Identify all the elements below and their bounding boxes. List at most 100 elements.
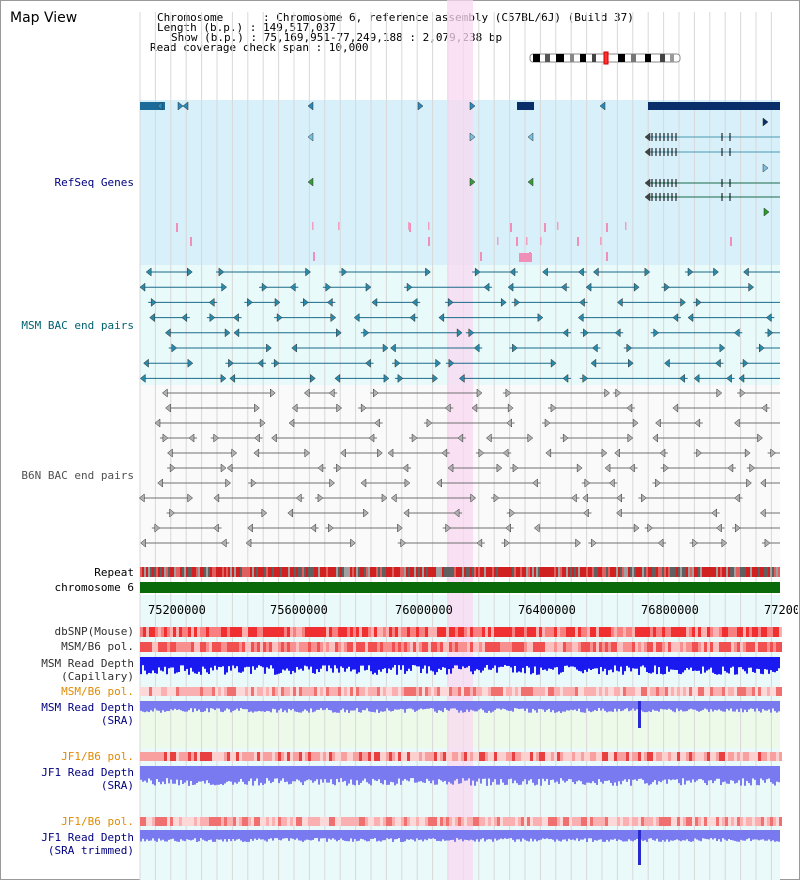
chromosome-ideogram[interactable] xyxy=(530,53,680,63)
msm-b6-pol-cell xyxy=(215,642,218,652)
b6n-bac-pair-end xyxy=(381,493,388,503)
repeat-segment xyxy=(520,567,522,577)
refseq-pink-mark xyxy=(606,252,608,261)
jf1-b6-pol2-cell xyxy=(452,817,455,826)
msm-depth-capillary-bar xyxy=(776,657,778,671)
jf1-depth-sra-bar xyxy=(462,766,464,779)
jf1-depth-trimmed-bar xyxy=(334,830,336,840)
jf1-b6-pol2-cell xyxy=(299,817,302,826)
jf1-b6-pol-cell xyxy=(257,752,260,761)
repeat-segment xyxy=(484,567,486,577)
msm-depth-sra-bar xyxy=(696,701,698,711)
ideogram-position-marker xyxy=(603,51,609,65)
msm-depth-sra-bar xyxy=(668,701,670,709)
jf1-depth-trimmed-bar xyxy=(166,830,168,842)
msm-bac-pair-end xyxy=(562,373,569,383)
msm-b6-pol-cell xyxy=(296,642,299,652)
jf1-b6-pol2-cell xyxy=(197,817,200,826)
msm-bac-pair-end xyxy=(371,297,378,307)
repeat-segment xyxy=(290,567,292,577)
msm-read-depth-capillary-label: MSM Read Depth (Capillary) xyxy=(41,657,134,683)
jf1-depth-trimmed-bar xyxy=(708,830,710,840)
jf1-depth-sra-bar xyxy=(280,766,282,781)
jf1-depth-sra-bar xyxy=(552,766,554,780)
msm-b6-pol-cell xyxy=(605,642,608,652)
msm-depth-sra-bar xyxy=(652,701,654,710)
msm-depth-sra-bar xyxy=(642,701,644,712)
jf1-b6-pol-cell xyxy=(188,752,191,761)
jf1-depth-sra-bar xyxy=(604,766,606,781)
jf1-b6-pol2-cell xyxy=(275,817,278,826)
msm-depth-sra-bar xyxy=(496,701,498,709)
dbsnp-cell xyxy=(668,627,671,637)
repeat-segment xyxy=(742,567,744,577)
msm-b6-pol-cell xyxy=(437,642,440,652)
msm-depth-capillary-bar xyxy=(674,657,676,670)
jf1-depth-sra-bar xyxy=(316,766,318,780)
jf1-b6-pol-cell xyxy=(377,752,380,761)
b6n-bac-pair-end xyxy=(507,403,514,413)
msm-depth-sra-bar xyxy=(566,701,568,711)
jf1-b6-pol2-cell xyxy=(623,817,626,826)
jf1-b6-pol-cell xyxy=(494,752,497,761)
jf1-depth-trimmed-bar xyxy=(692,830,694,842)
jf1-b6-pol2-cell xyxy=(467,817,470,826)
dbsnp-cell xyxy=(695,627,698,637)
msm-depth-sra-bar xyxy=(220,701,222,712)
repeat-segment xyxy=(572,567,574,577)
msm-b6-pol-cell xyxy=(509,642,512,652)
msm-b6-pol-cell xyxy=(443,642,446,652)
repeat-segment xyxy=(374,567,376,577)
msm-b6-pol2-cell xyxy=(542,687,545,696)
repeat-segment xyxy=(762,567,764,577)
b6n-bac-pair-end xyxy=(532,478,538,488)
jf1-depth-sra-bar xyxy=(640,766,642,779)
jf1-b6-pol2-cell xyxy=(152,817,155,826)
msm-depth-capillary-bar xyxy=(732,657,734,667)
msm-depth-capillary-bar xyxy=(428,657,430,667)
jf1-depth-trimmed-bar xyxy=(764,830,766,841)
jf1-depth-trimmed-bar xyxy=(150,830,152,841)
msm-b6-pol-cell xyxy=(344,642,347,652)
refseq-pink-mark xyxy=(408,222,410,230)
jf1-depth-sra-bar xyxy=(290,766,292,784)
jf1-depth-trimmed-bar xyxy=(570,830,572,840)
msm-b6-pol2-cell xyxy=(689,687,692,696)
jf1-b6-pol2-cell xyxy=(764,817,767,826)
msm-b6-pol2-cell xyxy=(662,687,665,696)
jf1-depth-sra-bar xyxy=(712,766,714,784)
jf1-depth-sra-bar xyxy=(284,766,286,783)
repeat-segment xyxy=(750,567,752,577)
b6n-bac-pair-end xyxy=(562,433,569,443)
dbsnp-cell xyxy=(470,627,473,637)
b6n-bac-pair-end xyxy=(616,493,622,503)
msm-b6-pol-cell xyxy=(278,642,281,652)
jf1-read-depth-sra-sub: (SRA) xyxy=(100,779,134,792)
msm-depth-capillary-bar xyxy=(424,657,426,666)
msm-depth-sra-bar xyxy=(602,701,604,709)
b6n-bac-pair-end xyxy=(545,448,552,458)
jf1-depth-sra-bar xyxy=(292,766,294,782)
jf1-depth-trimmed-bar xyxy=(762,830,764,840)
msm-depth-capillary-bar xyxy=(298,657,300,670)
jf1-depth-sra-bar xyxy=(724,766,726,782)
jf1-depth-sra-bar xyxy=(150,766,152,781)
dbsnp-cell xyxy=(362,627,365,637)
msm-depth-capillary-bar xyxy=(200,657,202,675)
dbsnp-cell xyxy=(539,627,542,637)
dbsnp-cell xyxy=(203,627,206,637)
dbsnp-cell xyxy=(185,627,188,637)
msm-depth-sra-bar xyxy=(618,701,620,709)
msm-depth-sra-bar xyxy=(252,701,254,713)
msm-b6-pol-cell xyxy=(311,642,314,652)
dbsnp-cell xyxy=(701,627,704,637)
msm-b6-pol-cell xyxy=(302,642,305,652)
msm-depth-capillary-bar xyxy=(178,657,180,672)
jf1-depth-trimmed-bar xyxy=(568,830,570,839)
jf1-depth-trimmed-bar xyxy=(278,830,280,840)
msm-depth-capillary-bar xyxy=(334,657,336,666)
msm-depth-capillary-bar xyxy=(772,657,774,672)
jf1-b6-pol2-cell xyxy=(620,817,623,826)
msm-depth-sra-bar xyxy=(636,701,638,710)
